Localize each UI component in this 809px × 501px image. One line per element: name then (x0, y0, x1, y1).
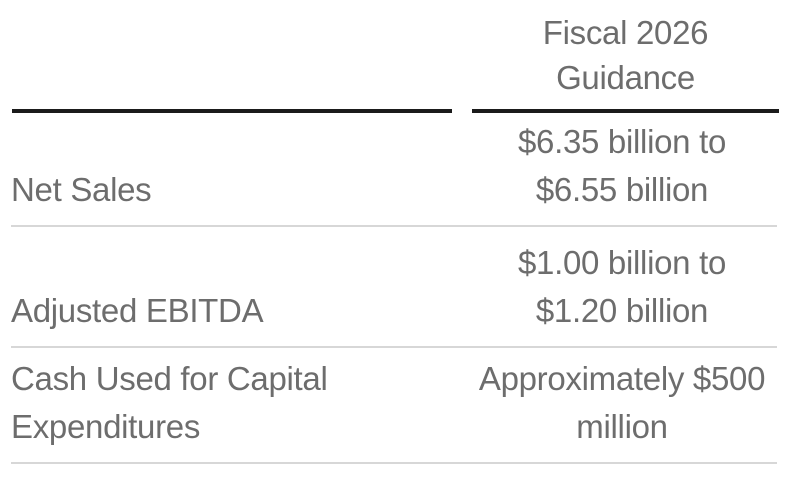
table-row-capital-expenditures: Cash Used for Capital Expenditures Appro… (11, 348, 777, 464)
row-label-capital-expenditures: Cash Used for Capital Expenditures (11, 360, 328, 445)
column-header-line-1: Fiscal 2026 (542, 14, 709, 51)
value-line-2: million (576, 408, 668, 445)
header-spacer-cell (12, 0, 452, 113)
row-value-net-sales: $6.35 billion to $6.55 billion (467, 118, 777, 214)
value-line-1: Approximately $500 (478, 360, 766, 397)
value-line-2: $1.20 billion (535, 292, 709, 329)
value-line-1: $6.35 billion to (517, 123, 727, 160)
value-line-1: $1.00 billion to (517, 244, 727, 281)
table-header-row: Fiscal 2026 Guidance (12, 0, 779, 113)
row-value-capital-expenditures: Approximately $500 million (467, 355, 777, 451)
row-label-adjusted-ebitda: Adjusted EBITDA (11, 292, 264, 329)
column-header-line-2: Guidance (556, 59, 695, 96)
value-line-2: $6.55 billion (535, 171, 709, 208)
column-header-fiscal-2026-guidance: Fiscal 2026 Guidance (472, 0, 779, 113)
row-label-net-sales: Net Sales (11, 171, 152, 208)
table-row-adjusted-ebitda: Adjusted EBITDA $1.00 billion to $1.20 b… (11, 227, 777, 348)
table-row-net-sales: Net Sales $6.35 billion to $6.55 billion (11, 113, 777, 227)
row-value-adjusted-ebitda: $1.00 billion to $1.20 billion (467, 239, 777, 335)
